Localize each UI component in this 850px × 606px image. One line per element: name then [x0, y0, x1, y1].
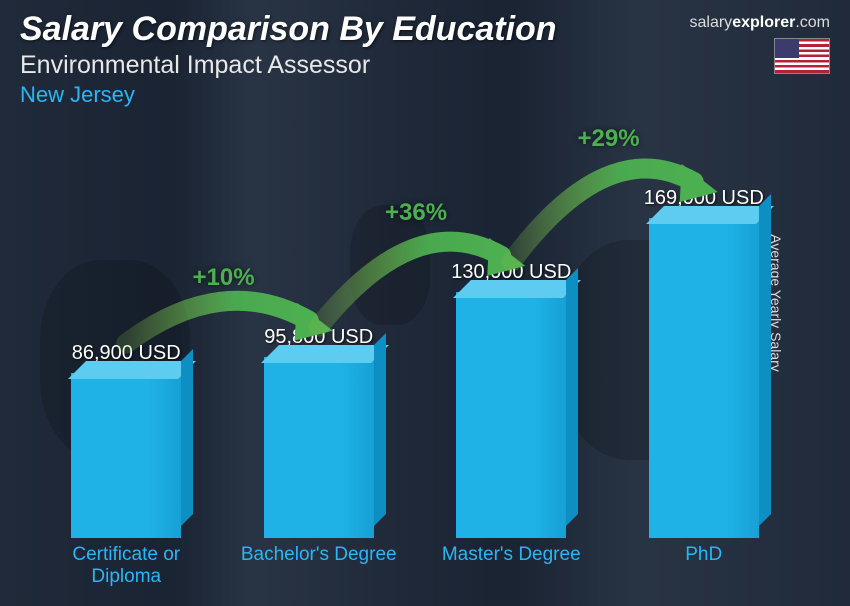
flag-icon — [774, 38, 830, 74]
bar-3d — [71, 373, 181, 538]
bar-front-face — [71, 373, 181, 538]
brand-bold: explorer — [732, 14, 795, 31]
brand-suffix: .com — [795, 14, 830, 31]
page-location: New Jersey — [20, 82, 830, 108]
brand-block: salaryexplorer.com — [690, 14, 831, 79]
category-label-0: Certificate or Diploma — [42, 544, 211, 588]
brand-plain: salary — [690, 14, 733, 31]
bar-top-face — [68, 361, 196, 379]
bar-front-face — [456, 292, 566, 538]
bar-3d — [649, 218, 759, 538]
bar-1: 95,800 USD — [234, 326, 403, 538]
bar-0: 86,900 USD — [42, 342, 211, 538]
bar-3d — [456, 292, 566, 538]
bar-side-face — [374, 333, 386, 526]
brand-text: salaryexplorer.com — [690, 14, 831, 31]
bar-front-face — [264, 357, 374, 538]
bar-chart: 86,900 USD95,800 USD130,000 USD169,000 U… — [30, 160, 800, 588]
bar-side-face — [181, 349, 193, 526]
bar-side-face — [566, 268, 578, 526]
bar-3d — [264, 357, 374, 538]
category-label-3: PhD — [619, 544, 788, 588]
bar-2: 130,000 USD — [427, 261, 596, 538]
bar-top-face — [453, 280, 581, 298]
category-label-2: Master's Degree — [427, 544, 596, 588]
bar-top-face — [646, 206, 774, 224]
bar-side-face — [759, 194, 771, 526]
bar-front-face — [649, 218, 759, 538]
bars-container: 86,900 USD95,800 USD130,000 USD169,000 U… — [30, 160, 800, 538]
bar-3: 169,000 USD — [619, 187, 788, 538]
category-label-1: Bachelor's Degree — [234, 544, 403, 588]
categories-container: Certificate or Diploma Bachelor's Degree M… — [30, 544, 800, 588]
bar-top-face — [261, 345, 389, 363]
